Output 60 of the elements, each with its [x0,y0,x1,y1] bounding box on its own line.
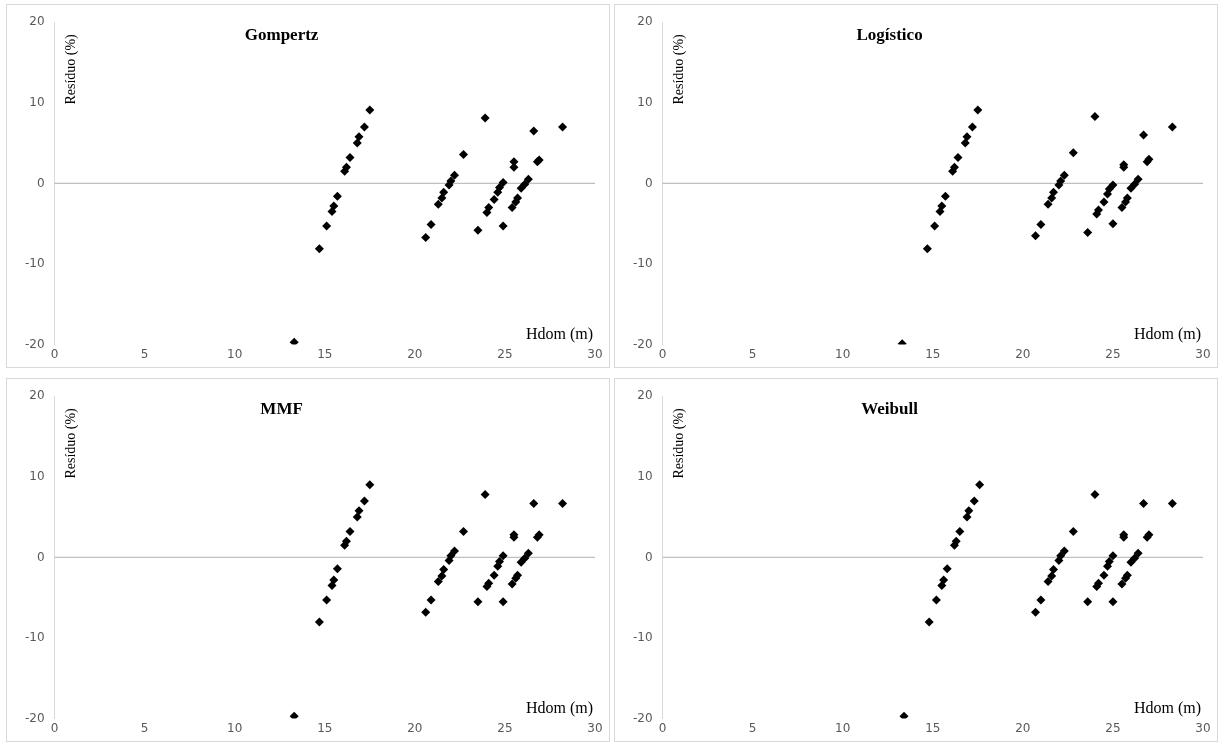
y-tick-label: 20 [637,14,653,29]
x-tick-label: 20 [1015,720,1031,735]
x-tick-label: 0 [658,346,667,361]
chart-title: MMF [260,399,303,419]
x-axis-title: Hdom (m) [525,698,593,717]
y-axis-title: Resíduo (%) [63,407,80,479]
x-axis-title: Hdom (m) [525,324,593,343]
x-tick-label: 0 [50,720,59,735]
y-tick-label: 0 [644,175,653,190]
y-tick-label: -20 [632,336,653,351]
y-tick-label: 10 [637,468,653,483]
x-tick-label: 10 [227,346,243,361]
chart-title: Gompertz [244,25,319,45]
x-tick-label: 20 [1015,346,1031,361]
x-tick-label: 30 [1195,720,1211,735]
y-tick-label: 20 [29,14,45,29]
x-tick-label: 5 [748,720,757,735]
y-tick-label: 0 [644,549,653,564]
x-tick-label: 25 [497,720,513,735]
y-tick-label: -10 [24,630,45,645]
y-tick-label: -20 [24,336,45,351]
y-tick-label: 20 [637,388,653,403]
x-tick-label: 10 [835,346,851,361]
x-tick-label: 25 [1105,720,1121,735]
x-tick-label: 20 [407,720,423,735]
x-tick-label: 5 [140,720,149,735]
x-axis-title: Hdom (m) [1133,698,1201,717]
x-tick-label: 10 [835,720,851,735]
x-tick-label: 25 [1105,346,1121,361]
y-axis-title: Resíduo (%) [671,33,688,105]
x-tick-label: 30 [587,346,603,361]
y-tick-label: -20 [632,710,653,725]
x-tick-label: 25 [497,346,513,361]
x-axis-title: Hdom (m) [1133,324,1201,343]
x-tick-label: 0 [658,720,667,735]
x-tick-label: 15 [317,346,333,361]
y-tick-label: 10 [637,94,653,109]
x-tick-label: 15 [925,346,941,361]
x-tick-label: 5 [140,346,149,361]
x-tick-label: 15 [317,720,333,735]
y-tick-label: 20 [29,388,45,403]
y-tick-label: -10 [632,256,653,271]
x-tick-label: 30 [587,720,603,735]
x-tick-label: 5 [748,346,757,361]
x-tick-label: 0 [50,346,59,361]
y-tick-label: 0 [36,549,45,564]
y-tick-label: -20 [24,710,45,725]
x-tick-label: 10 [227,720,243,735]
x-tick-label: 30 [1195,346,1211,361]
chart-title: Logístico [856,25,923,45]
y-tick-label: 0 [36,175,45,190]
chart-title: Weibull [861,399,919,419]
y-tick-label: -10 [632,630,653,645]
x-tick-label: 20 [407,346,423,361]
y-tick-label: 10 [29,468,45,483]
y-axis-title: Resíduo (%) [671,407,688,479]
x-tick-label: 15 [925,720,941,735]
y-axis-title: Resíduo (%) [63,33,80,105]
y-tick-label: 10 [29,94,45,109]
y-tick-label: -10 [24,256,45,271]
